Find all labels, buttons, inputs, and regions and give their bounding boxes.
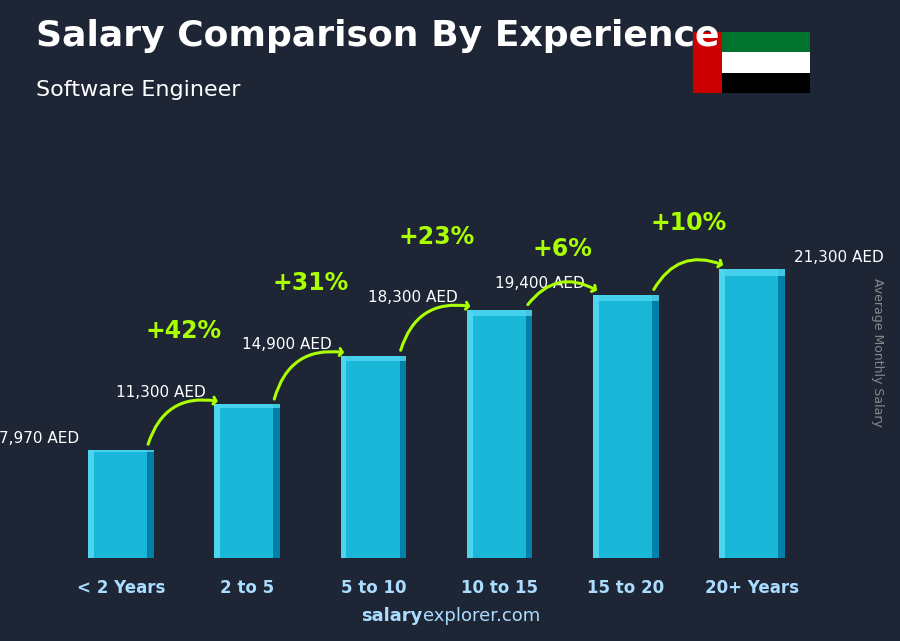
Bar bbox=[693, 32, 810, 53]
FancyBboxPatch shape bbox=[593, 295, 599, 558]
Bar bbox=[693, 32, 722, 93]
FancyBboxPatch shape bbox=[88, 449, 94, 558]
Text: salary: salary bbox=[362, 607, 423, 625]
FancyBboxPatch shape bbox=[214, 404, 220, 558]
FancyBboxPatch shape bbox=[467, 310, 472, 558]
FancyBboxPatch shape bbox=[274, 404, 280, 558]
FancyBboxPatch shape bbox=[593, 295, 659, 301]
FancyBboxPatch shape bbox=[652, 295, 659, 558]
FancyBboxPatch shape bbox=[147, 449, 154, 558]
Text: Software Engineer: Software Engineer bbox=[36, 80, 240, 100]
Text: 21,300 AED: 21,300 AED bbox=[794, 250, 884, 265]
FancyBboxPatch shape bbox=[719, 269, 785, 276]
FancyBboxPatch shape bbox=[214, 404, 280, 558]
FancyBboxPatch shape bbox=[467, 310, 533, 558]
FancyBboxPatch shape bbox=[467, 310, 533, 316]
Text: Salary Comparison By Experience: Salary Comparison By Experience bbox=[36, 19, 719, 53]
FancyBboxPatch shape bbox=[340, 356, 346, 558]
Text: < 2 Years: < 2 Years bbox=[76, 579, 165, 597]
Text: +10%: +10% bbox=[651, 211, 727, 235]
FancyBboxPatch shape bbox=[778, 269, 785, 558]
Text: 5 to 10: 5 to 10 bbox=[340, 579, 406, 597]
Text: 18,300 AED: 18,300 AED bbox=[368, 290, 458, 306]
Text: 14,900 AED: 14,900 AED bbox=[242, 337, 332, 351]
FancyBboxPatch shape bbox=[593, 295, 659, 558]
FancyBboxPatch shape bbox=[88, 449, 154, 558]
FancyBboxPatch shape bbox=[340, 356, 406, 558]
Bar bbox=[693, 72, 810, 93]
Text: 7,970 AED: 7,970 AED bbox=[0, 431, 79, 445]
FancyBboxPatch shape bbox=[719, 269, 785, 558]
Text: +23%: +23% bbox=[399, 224, 474, 249]
Text: 15 to 20: 15 to 20 bbox=[588, 579, 664, 597]
FancyBboxPatch shape bbox=[400, 356, 406, 558]
FancyBboxPatch shape bbox=[340, 356, 406, 361]
Bar bbox=[693, 53, 810, 72]
FancyBboxPatch shape bbox=[214, 404, 280, 408]
FancyBboxPatch shape bbox=[719, 269, 725, 558]
Text: +42%: +42% bbox=[146, 319, 222, 344]
Text: explorer.com: explorer.com bbox=[423, 607, 540, 625]
Text: Average Monthly Salary: Average Monthly Salary bbox=[871, 278, 884, 427]
Text: 11,300 AED: 11,300 AED bbox=[115, 385, 205, 401]
Text: +6%: +6% bbox=[533, 237, 593, 261]
Text: +31%: +31% bbox=[272, 271, 348, 295]
Text: 20+ Years: 20+ Years bbox=[706, 579, 799, 597]
FancyBboxPatch shape bbox=[526, 310, 533, 558]
FancyBboxPatch shape bbox=[88, 449, 154, 453]
Text: 10 to 15: 10 to 15 bbox=[461, 579, 538, 597]
Text: 2 to 5: 2 to 5 bbox=[220, 579, 274, 597]
Text: 19,400 AED: 19,400 AED bbox=[494, 276, 584, 290]
